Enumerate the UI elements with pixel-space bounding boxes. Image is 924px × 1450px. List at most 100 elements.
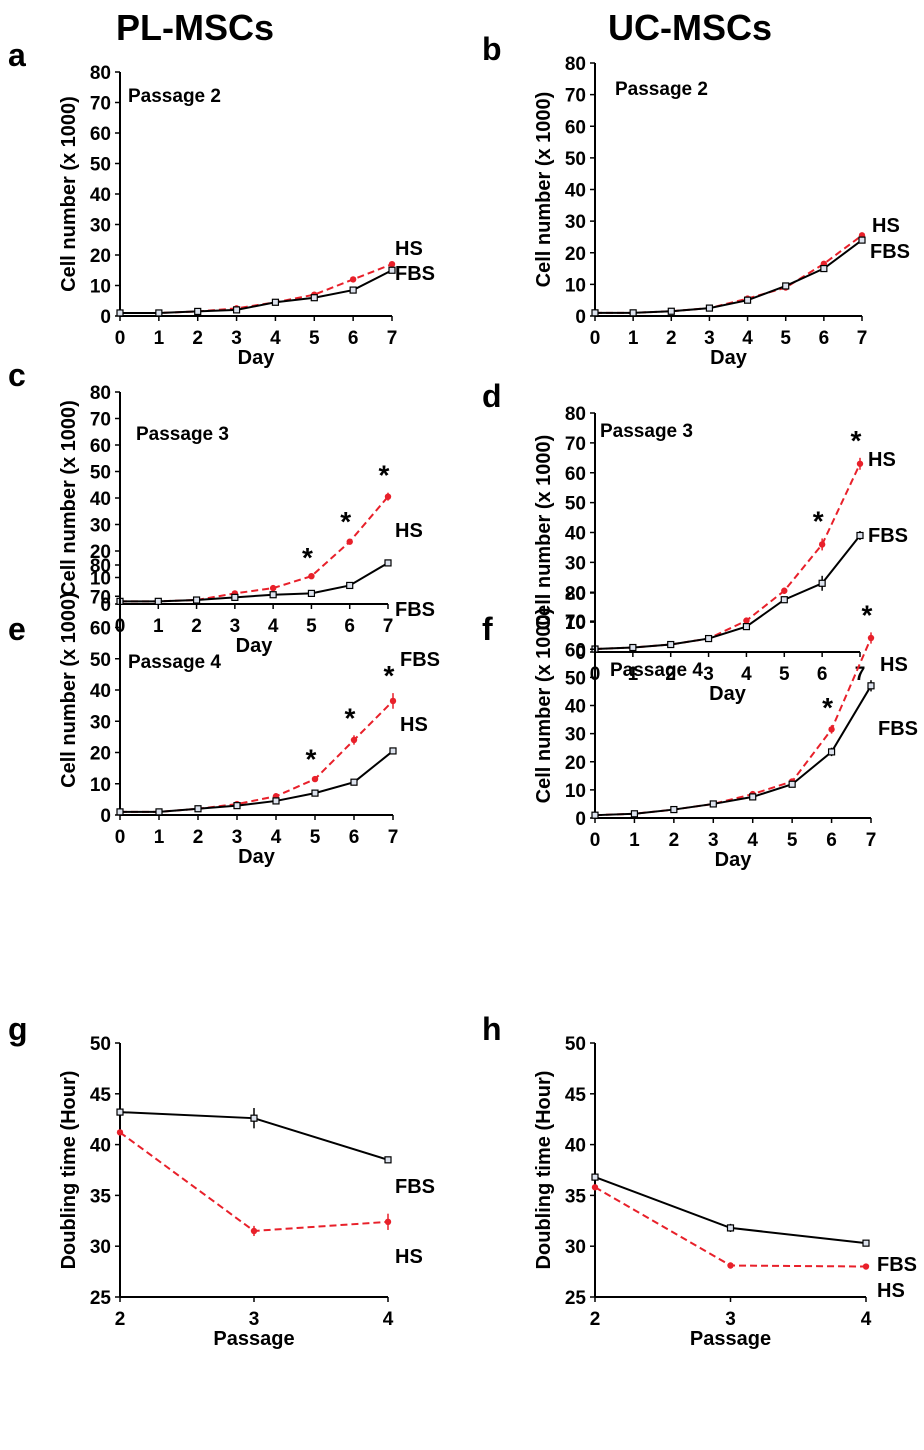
y-tick-label: 50 xyxy=(565,149,586,170)
data-point-fbs xyxy=(349,286,357,294)
y-tick-label: 60 xyxy=(90,619,111,640)
x-tick-label: 6 xyxy=(819,328,830,349)
x-axis-label: Day xyxy=(715,849,753,871)
y-tick-label: 50 xyxy=(90,1034,111,1055)
y-tick-label: 30 xyxy=(90,516,111,537)
y-tick-label: 40 xyxy=(90,1136,111,1157)
x-tick-label: 3 xyxy=(703,664,714,685)
data-point-fbs xyxy=(233,802,241,810)
data-point-fbs xyxy=(116,1108,124,1116)
x-axis-label: Day xyxy=(238,846,276,868)
data-point-hs xyxy=(384,1218,392,1226)
y-axis-label: Cell number (x 1000) xyxy=(533,92,555,288)
x-axis-label: Day xyxy=(238,347,276,369)
data-point-hs xyxy=(349,276,357,283)
y-tick-label: 80 xyxy=(565,54,586,75)
data-point-hs xyxy=(867,634,875,642)
y-tick-label: 30 xyxy=(90,216,111,237)
passage-annotation: Passage 3 xyxy=(136,424,229,445)
data-point-fbs xyxy=(743,296,752,304)
data-point-fbs xyxy=(591,1173,599,1181)
x-tick-label: 4 xyxy=(861,1309,872,1330)
y-axis-label: Cell number (x 1000) xyxy=(58,592,80,788)
data-point-fbs xyxy=(269,591,277,599)
x-tick-label: 7 xyxy=(387,328,398,349)
series-line-hs xyxy=(595,234,863,314)
data-point-fbs xyxy=(250,1114,258,1122)
data-point-fbs xyxy=(389,747,397,755)
y-tick-label: 10 xyxy=(565,275,586,296)
data-point-fbs xyxy=(231,593,239,601)
data-point-hs xyxy=(308,572,315,580)
y-tick-label: 0 xyxy=(100,595,111,616)
x-tick-label: 6 xyxy=(349,827,360,848)
y-axis-label: Doubling time (Hour) xyxy=(58,1071,80,1270)
x-axis-label: Passage xyxy=(213,1328,294,1350)
x-tick-label: 2 xyxy=(665,664,676,685)
series-label-hs: HS xyxy=(877,1280,905,1302)
y-axis-label: Cell number (x 1000) xyxy=(58,96,80,292)
data-point-fbs xyxy=(307,589,316,598)
significance-star: * xyxy=(813,505,824,536)
x-tick-label: 1 xyxy=(154,827,165,848)
y-tick-label: 60 xyxy=(565,117,586,138)
x-tick-label: 0 xyxy=(115,827,126,848)
x-tick-label: 3 xyxy=(704,328,715,349)
data-point-hs xyxy=(311,775,319,783)
passage-annotation: Passage 4 xyxy=(610,660,703,681)
passage-annotation: Passage 2 xyxy=(128,86,221,107)
x-tick-label: 0 xyxy=(590,830,601,851)
series-line-hs xyxy=(594,463,861,651)
series-label-fbs: FBS xyxy=(395,263,435,285)
y-tick-label: 60 xyxy=(90,436,111,457)
x-axis-label: Day xyxy=(236,635,274,657)
data-point-fbs xyxy=(867,682,875,690)
panel-b: b 0 10 20 30 40 50 60 70 80 0 1 2 3 4 5 6 7 Day Cell number… xyxy=(482,31,910,369)
y-tick-label: 0 xyxy=(575,307,586,328)
panel-letter: f xyxy=(482,611,493,647)
y-tick-label: 0 xyxy=(100,307,111,328)
y-tick-label: 50 xyxy=(565,668,586,689)
series-label-hs: HS xyxy=(868,449,896,471)
x-tick-label: 6 xyxy=(348,328,359,349)
significance-star: * xyxy=(862,599,873,630)
data-point-fbs xyxy=(310,294,318,302)
data-point-fbs xyxy=(271,298,280,306)
series-label-fbs: FBS xyxy=(878,718,918,740)
y-tick-label: 20 xyxy=(90,246,111,267)
panel-c: c0102030405060708001234567DayCell number… xyxy=(8,357,435,657)
series-label-fbs: FBS xyxy=(395,1176,435,1198)
x-tick-label: 6 xyxy=(344,616,355,637)
series-line-fbs xyxy=(120,269,393,314)
data-point-hs xyxy=(384,493,392,500)
x-tick-label: 6 xyxy=(817,664,828,685)
x-tick-label: 0 xyxy=(115,328,126,349)
data-point-fbs xyxy=(726,1224,735,1232)
data-point-hs xyxy=(346,538,353,545)
x-tick-label: 1 xyxy=(153,616,164,637)
passage-annotation: Passage 4 xyxy=(128,652,221,673)
y-tick-label: 30 xyxy=(565,553,586,574)
data-point-fbs xyxy=(116,309,124,317)
x-tick-label: 0 xyxy=(590,328,601,349)
y-tick-label: 60 xyxy=(565,640,586,661)
y-tick-label: 80 xyxy=(90,556,111,577)
y-tick-label: 40 xyxy=(90,681,111,702)
data-point-fbs xyxy=(818,579,826,587)
x-tick-label: 4 xyxy=(742,328,753,349)
x-tick-label: 4 xyxy=(741,664,752,685)
series-line-fbs xyxy=(594,534,861,651)
x-tick-label: 5 xyxy=(779,664,790,685)
panel-d: d0102030405060708001234567DayCell number… xyxy=(482,378,908,705)
data-point-fbs xyxy=(742,623,751,631)
panel-g: g 25 30 35 40 45 50 2 3 4 Passage Doubling time (Ho… xyxy=(8,1011,435,1350)
panel-h: h 25 30 35 40 45 50 2 3 4 Passage Doubling time (Ho… xyxy=(482,1011,917,1350)
data-point-fbs xyxy=(629,309,637,317)
x-tick-label: 4 xyxy=(268,616,279,637)
data-point-fbs xyxy=(350,778,358,786)
data-point-hs xyxy=(727,1262,734,1269)
data-point-hs xyxy=(818,541,826,548)
x-tick-label: 7 xyxy=(388,827,399,848)
series-label-hs: HS xyxy=(400,714,428,736)
